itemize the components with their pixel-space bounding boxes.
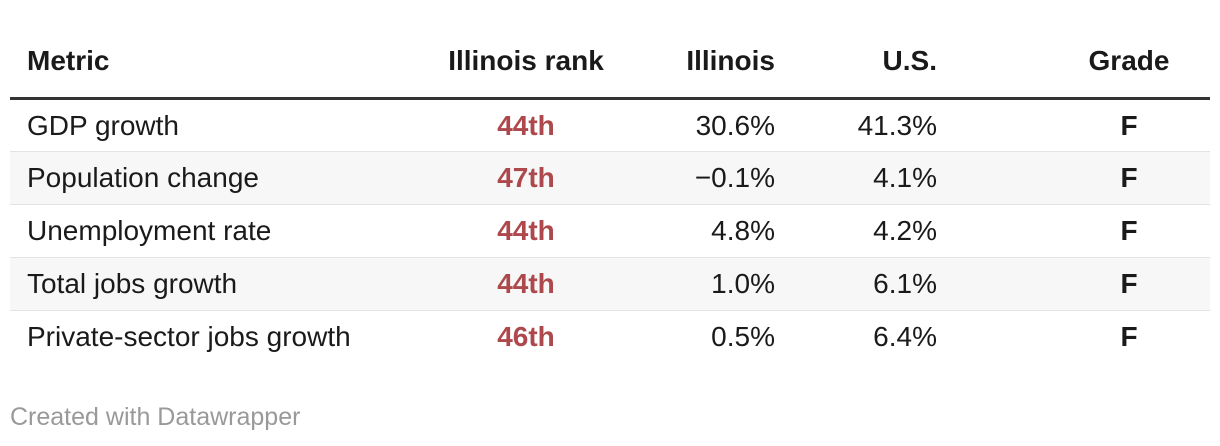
table-row: Private-sector jobs growth 46th 0.5% 6.4… [10,310,1210,364]
header-row: Metric Illinois rank Illinois U.S. Grade [10,0,1210,100]
cell-illinois: −0.1% [666,151,781,205]
column-header-illinois-rank: Illinois rank [386,0,666,100]
cell-grade: F [1048,257,1210,311]
table-row: Population change 47th −0.1% 4.1% F [10,151,1210,205]
cell-metric: GDP growth [27,109,179,141]
table-chart: Metric Illinois rank Illinois U.S. Grade… [10,0,1210,432]
cell-us: 6.4% [781,310,1048,364]
cell-us: 4.1% [781,151,1048,205]
cell-grade: F [1120,109,1138,141]
datawrapper-attribution-link[interactable]: Created with Datawrapper [10,402,301,431]
column-header-grade: Grade [1048,0,1210,100]
cell-grade: F [1048,151,1210,205]
table-body: GDP growth 44th 30.6% 41.3% F Population… [10,99,1210,364]
cell-grade: F [1048,310,1210,364]
column-header-us: U.S. [781,0,1048,100]
cell-illinois: 1.0% [666,257,781,311]
cell-us: 4.2% [781,204,1048,258]
cell-rank: 44th [497,109,555,141]
cell-metric: Population change [10,151,386,205]
table-row: Unemployment rate 44th 4.8% 4.2% F [10,204,1210,258]
cell-rank: 44th [386,257,666,311]
footer: Created with Datawrapper [10,402,1210,432]
table-row: Total jobs growth 44th 1.0% 6.1% F [10,257,1210,311]
cell-illinois: 0.5% [666,310,781,364]
cell-rank: 46th [386,310,666,364]
cell-rank: 44th [386,204,666,258]
metrics-table: Metric Illinois rank Illinois U.S. Grade… [10,0,1210,364]
cell-metric: Unemployment rate [10,204,386,258]
cell-grade: F [1048,204,1210,258]
cell-illinois: 4.8% [666,204,781,258]
table-header: Metric Illinois rank Illinois U.S. Grade [10,0,1210,100]
cell-us: 41.3% [857,109,937,141]
cell-rank: 47th [386,151,666,205]
cell-us: 6.1% [781,257,1048,311]
cell-illinois: 30.6% [695,109,775,141]
table-row: GDP growth 44th 30.6% 41.3% F [10,99,1210,152]
cell-metric: Private-sector jobs growth [10,310,386,364]
column-header-illinois: Illinois [666,0,781,100]
column-header-metric: Metric [10,0,386,100]
cell-metric: Total jobs growth [10,257,386,311]
